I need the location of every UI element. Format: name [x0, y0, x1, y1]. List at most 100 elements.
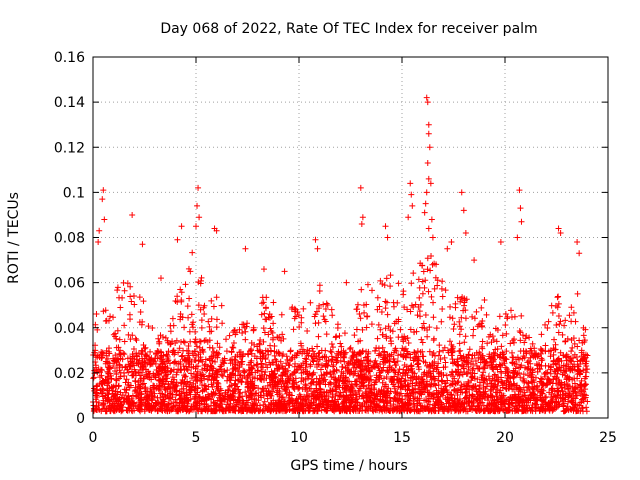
data-point	[524, 359, 531, 366]
data-point	[492, 389, 499, 396]
data-point	[544, 381, 551, 388]
data-point	[214, 340, 221, 347]
data-point	[328, 349, 335, 356]
data-point	[291, 380, 298, 387]
data-point	[130, 292, 137, 299]
data-point	[431, 285, 438, 292]
data-point	[315, 333, 322, 340]
data-point	[156, 384, 163, 391]
data-point	[187, 379, 194, 386]
data-point	[160, 396, 167, 403]
data-point	[411, 356, 418, 363]
data-point	[471, 315, 478, 322]
data-point	[131, 356, 138, 363]
data-point	[372, 392, 379, 399]
data-point	[520, 377, 527, 384]
data-point	[194, 202, 201, 209]
data-point	[576, 367, 583, 374]
data-point	[341, 358, 348, 365]
data-point	[415, 363, 422, 370]
data-point	[384, 394, 391, 401]
data-point	[368, 376, 375, 383]
data-point	[121, 322, 128, 329]
data-point	[405, 340, 412, 347]
data-point	[213, 367, 220, 374]
data-point	[318, 390, 325, 397]
data-point	[156, 371, 163, 378]
data-point	[317, 366, 324, 373]
data-point	[247, 359, 254, 366]
data-point	[527, 354, 534, 361]
data-point	[551, 367, 558, 374]
data-point	[479, 323, 486, 330]
data-point	[159, 359, 166, 366]
data-point	[304, 328, 311, 335]
data-point	[342, 384, 349, 391]
data-point	[346, 378, 353, 385]
data-point	[157, 376, 164, 383]
data-point	[457, 298, 464, 305]
data-point	[397, 380, 404, 387]
data-point	[458, 189, 465, 196]
data-point	[567, 357, 574, 364]
data-point	[379, 367, 386, 374]
data-point	[156, 365, 163, 372]
data-point	[525, 358, 532, 365]
data-point	[527, 360, 534, 367]
data-point	[261, 329, 268, 336]
data-point	[192, 373, 199, 380]
data-point	[253, 361, 260, 368]
data-point	[195, 302, 202, 309]
data-point	[167, 322, 174, 329]
data-point	[150, 402, 157, 409]
data-point	[433, 391, 440, 398]
data-point	[569, 387, 576, 394]
data-point	[473, 349, 480, 356]
data-point	[271, 342, 278, 349]
data-point	[463, 361, 470, 368]
data-point	[461, 381, 468, 388]
data-point	[287, 357, 294, 364]
data-point	[391, 383, 398, 390]
data-point	[431, 260, 438, 267]
data-point	[436, 342, 443, 349]
data-point	[240, 399, 247, 406]
data-point	[581, 375, 588, 382]
data-point	[338, 343, 345, 350]
data-point	[419, 339, 426, 346]
data-point	[578, 387, 585, 394]
data-point	[299, 346, 306, 353]
data-point	[259, 349, 266, 356]
data-point	[110, 314, 117, 321]
data-point	[334, 354, 341, 361]
data-point	[281, 365, 288, 372]
data-point	[236, 353, 243, 360]
data-point	[196, 214, 203, 221]
data-point	[385, 390, 392, 397]
data-point	[447, 371, 454, 378]
data-point	[285, 376, 292, 383]
data-point	[517, 337, 524, 344]
data-point	[191, 348, 198, 355]
data-point	[105, 379, 112, 386]
data-point	[392, 369, 399, 376]
data-point	[178, 223, 185, 230]
data-point	[395, 280, 402, 287]
data-point	[312, 320, 319, 327]
data-point	[242, 328, 249, 335]
data-point	[234, 399, 241, 406]
data-point	[365, 360, 372, 367]
data-point	[380, 375, 387, 382]
data-point	[373, 360, 380, 367]
data-point	[329, 394, 336, 401]
data-point	[391, 359, 398, 366]
data-point	[514, 234, 521, 241]
data-point	[300, 305, 307, 312]
data-point	[331, 381, 338, 388]
data-point	[232, 366, 239, 373]
data-point	[325, 381, 332, 388]
data-point	[255, 397, 262, 404]
data-point	[552, 360, 559, 367]
data-point	[371, 386, 378, 393]
data-point	[143, 353, 150, 360]
